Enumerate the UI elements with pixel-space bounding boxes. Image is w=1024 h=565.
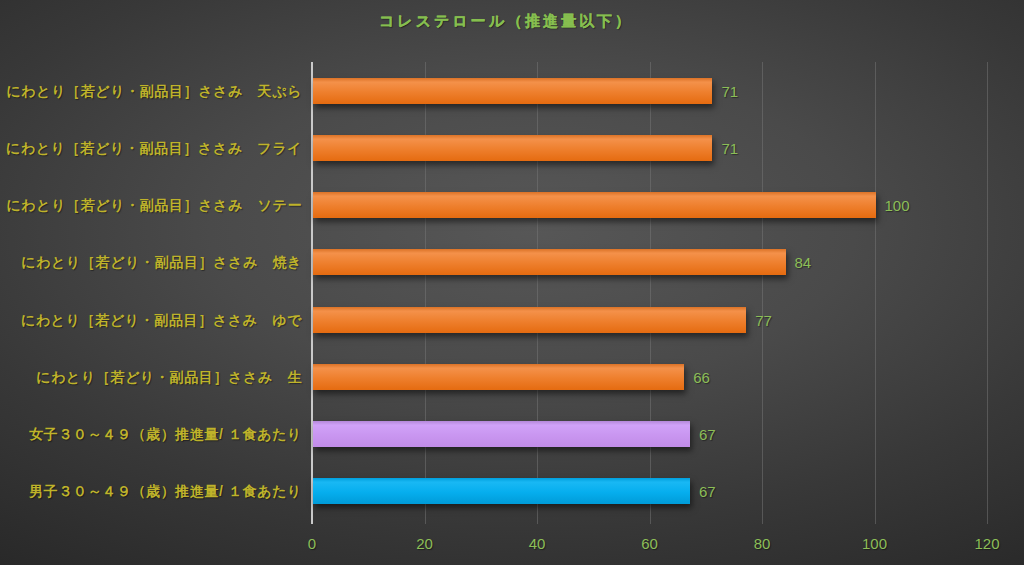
category-label: にわとり［若どり・副品目］ささみ フライ <box>0 138 302 158</box>
x-tick-label: 40 <box>529 535 546 552</box>
gridline <box>987 62 988 524</box>
bar <box>313 249 786 275</box>
bar <box>313 421 690 447</box>
bar <box>313 78 712 104</box>
value-label: 77 <box>755 312 772 329</box>
bar <box>313 307 746 333</box>
category-label: 男子３０～４９（歳）推進量/ １食あたり <box>0 481 302 501</box>
bar <box>313 478 690 504</box>
category-label: にわとり［若どり・副品目］ささみ ソテー <box>0 195 302 215</box>
value-label: 66 <box>693 369 710 386</box>
value-label: 67 <box>699 426 716 443</box>
x-tick-label: 80 <box>754 535 771 552</box>
bar <box>313 364 684 390</box>
value-label: 84 <box>795 254 812 271</box>
gridline <box>875 62 876 524</box>
category-label: にわとり［若どり・副品目］ささみ ゆで <box>0 310 302 330</box>
x-tick-label: 60 <box>641 535 658 552</box>
chart-title: コレステロール（推進量以下） <box>0 12 1012 31</box>
gridline <box>650 62 651 524</box>
category-label: にわとり［若どり・副品目］ささみ 焼き <box>0 252 302 272</box>
x-tick-label: 0 <box>308 535 316 552</box>
bar <box>313 192 876 218</box>
value-label: 67 <box>699 483 716 500</box>
x-tick-label: 20 <box>416 535 433 552</box>
value-label: 71 <box>721 83 738 100</box>
category-label: にわとり［若どり・副品目］ささみ 生 <box>0 367 302 387</box>
gridline <box>762 62 763 524</box>
gridline <box>537 62 538 524</box>
x-tick-label: 120 <box>974 535 999 552</box>
gridline <box>425 62 426 524</box>
value-label: 100 <box>885 197 910 214</box>
value-label: 71 <box>721 140 738 157</box>
bar <box>313 135 712 161</box>
category-label: 女子３０～４９（歳）推進量/ １食あたり <box>0 424 302 444</box>
x-tick-label: 100 <box>862 535 887 552</box>
axis-line <box>311 62 313 524</box>
bar-chart: コレステロール（推進量以下） 0 20 40 60 80 100 120 にわとり［若どり・副… <box>0 0 1024 565</box>
category-label: にわとり［若どり・副品目］ささみ 天ぷら <box>0 81 302 101</box>
